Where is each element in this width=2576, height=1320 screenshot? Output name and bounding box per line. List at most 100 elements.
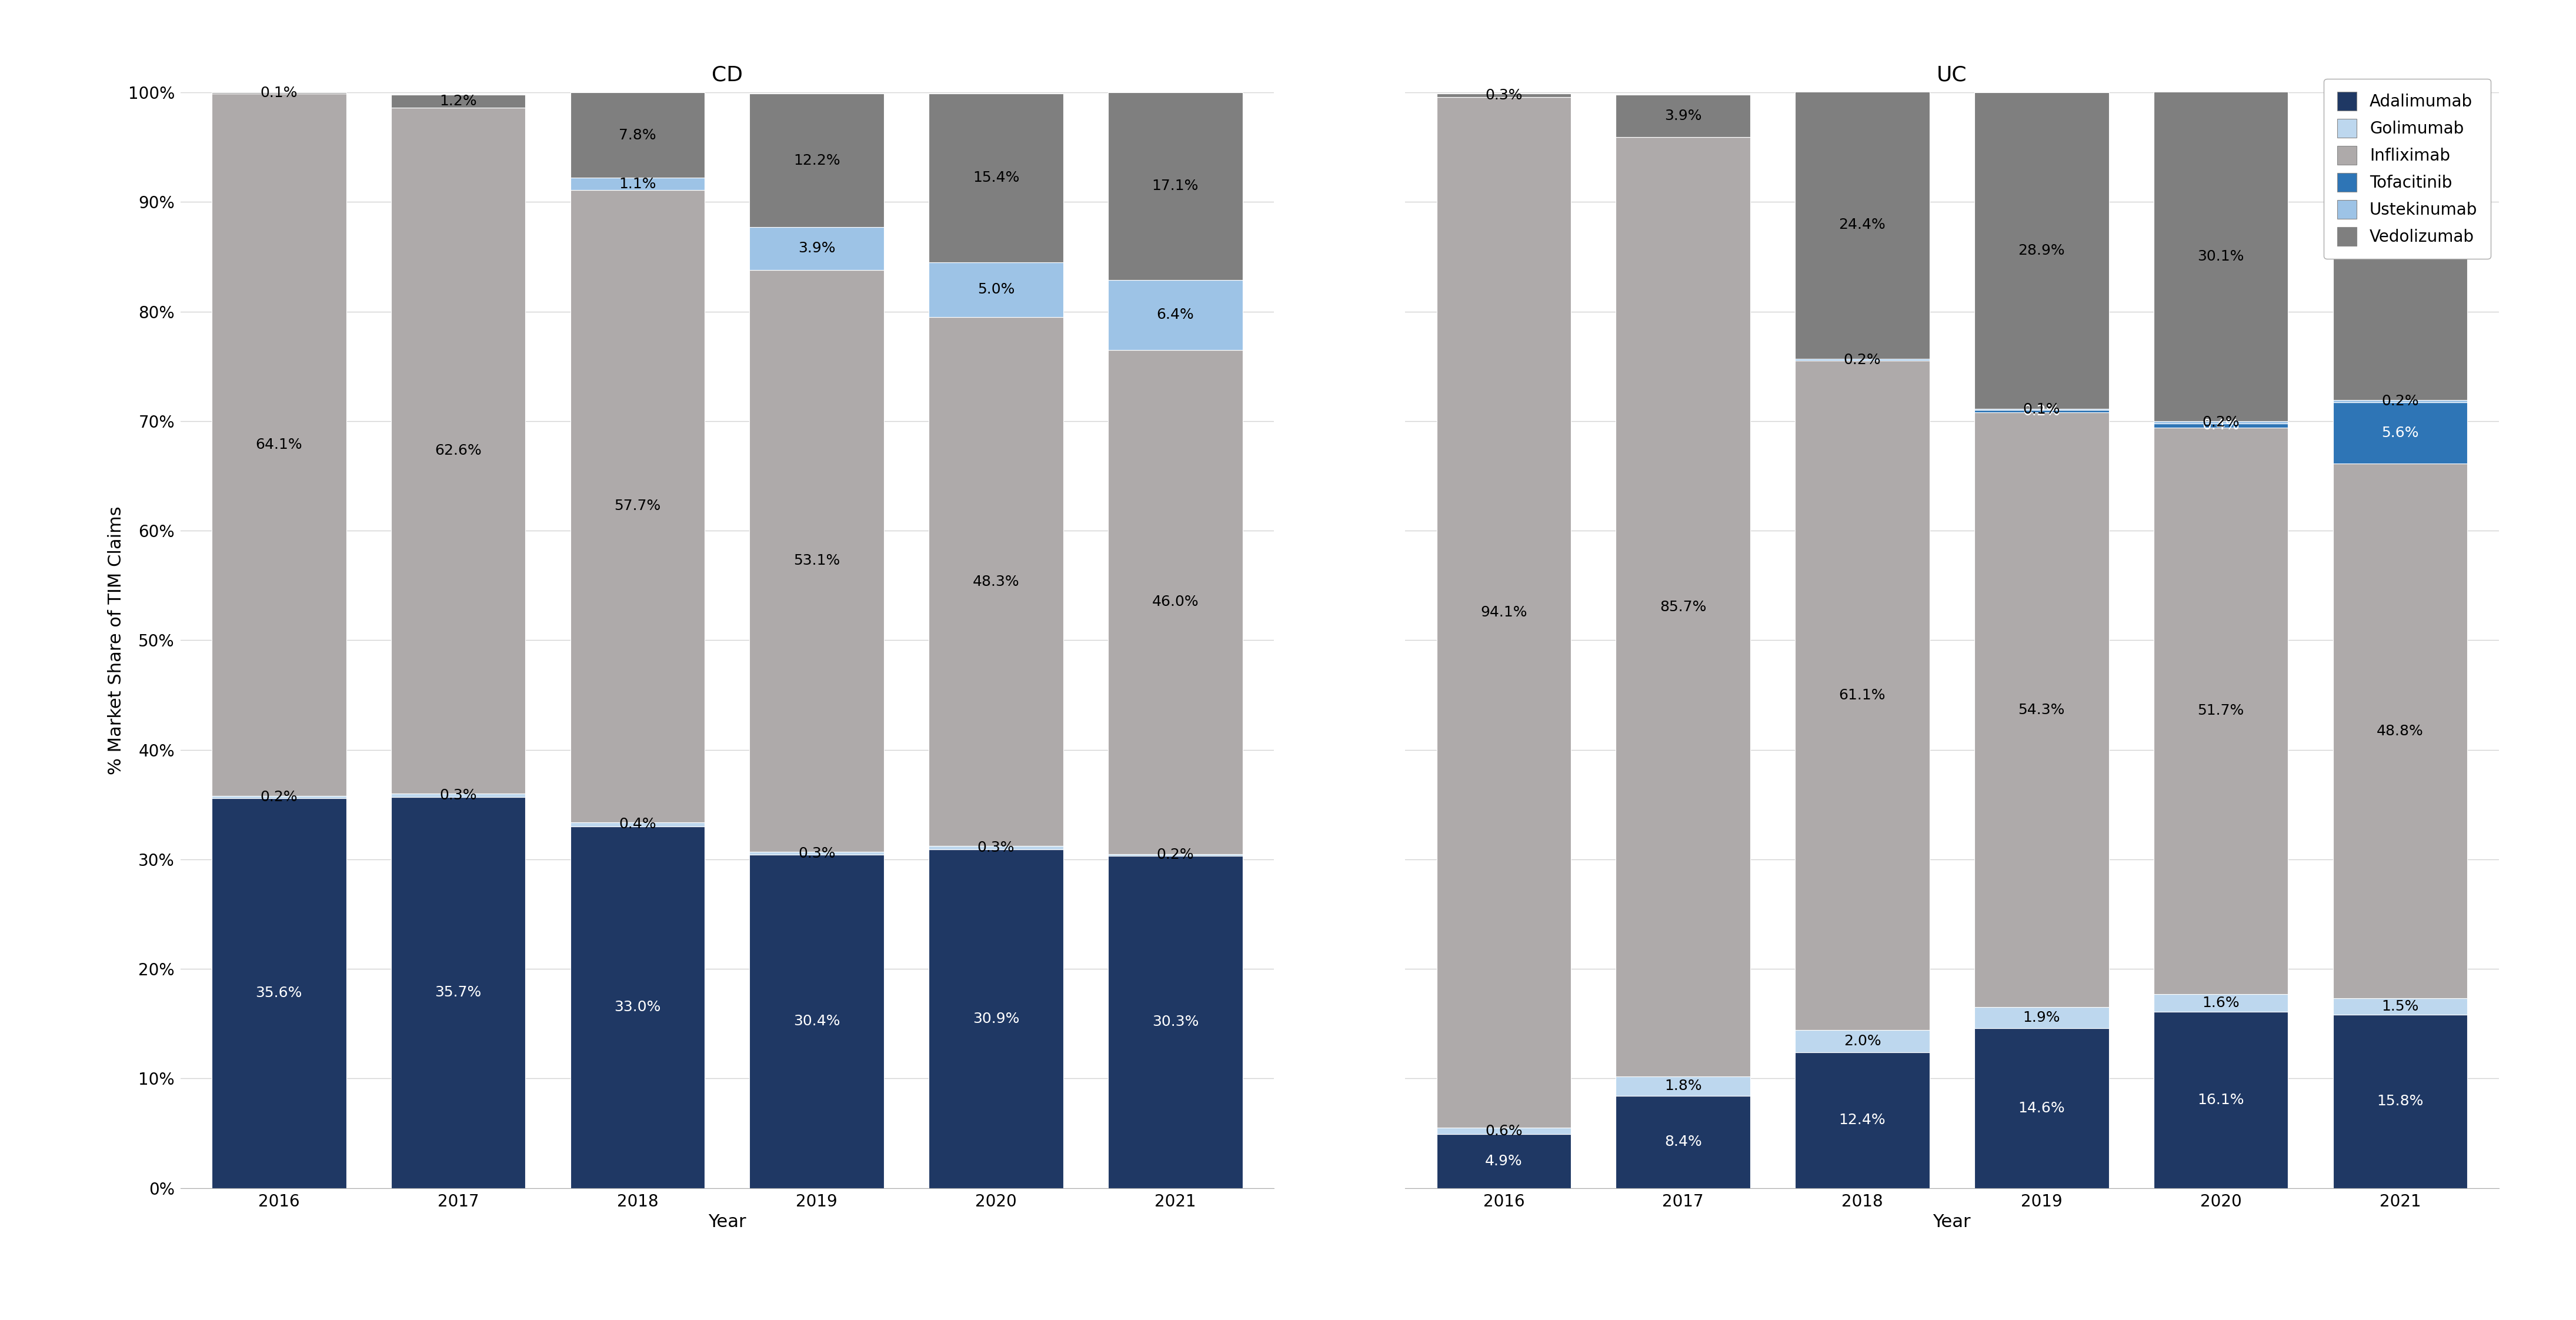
Text: 5.6%: 5.6% bbox=[2380, 426, 2419, 440]
Bar bbox=[2334, 400, 2468, 403]
Bar bbox=[750, 227, 884, 269]
Bar bbox=[2154, 91, 2287, 421]
Text: 2.0%: 2.0% bbox=[1844, 1034, 1880, 1048]
Bar bbox=[750, 855, 884, 1188]
Text: 0.1%: 0.1% bbox=[2022, 403, 2061, 417]
Text: 5.0%: 5.0% bbox=[976, 282, 1015, 297]
Text: 30.9%: 30.9% bbox=[974, 1011, 1020, 1026]
Text: 12.4%: 12.4% bbox=[1839, 1113, 1886, 1127]
Text: 24.4%: 24.4% bbox=[1839, 218, 1886, 232]
Text: 57.7%: 57.7% bbox=[613, 499, 662, 513]
X-axis label: Year: Year bbox=[1932, 1213, 1971, 1230]
Bar bbox=[1108, 280, 1242, 350]
Text: 35.7%: 35.7% bbox=[435, 985, 482, 999]
Bar bbox=[1615, 1076, 1749, 1096]
Bar bbox=[930, 263, 1064, 317]
Text: 0.2%: 0.2% bbox=[2380, 395, 2419, 408]
Bar bbox=[1108, 854, 1242, 857]
Bar bbox=[392, 95, 526, 108]
Text: 35.6%: 35.6% bbox=[255, 986, 301, 1001]
Text: 33.0%: 33.0% bbox=[613, 1001, 662, 1014]
Bar bbox=[2334, 998, 2468, 1015]
Bar bbox=[211, 796, 345, 799]
Bar bbox=[1437, 94, 1571, 96]
Bar bbox=[750, 94, 884, 227]
Text: 3.9%: 3.9% bbox=[1664, 108, 1703, 123]
Bar bbox=[2334, 463, 2468, 998]
Bar bbox=[211, 799, 345, 1188]
X-axis label: Year: Year bbox=[708, 1213, 747, 1230]
Bar bbox=[1973, 412, 2110, 1007]
Text: 1.9%: 1.9% bbox=[2022, 1011, 2061, 1024]
Text: 1.1%: 1.1% bbox=[618, 177, 657, 191]
Text: 0.2%: 0.2% bbox=[1844, 352, 1880, 367]
Text: 51.7%: 51.7% bbox=[2197, 704, 2244, 718]
Bar bbox=[2154, 421, 2287, 424]
Y-axis label: % Market Share of TIM Claims: % Market Share of TIM Claims bbox=[108, 506, 124, 775]
Text: 7.8%: 7.8% bbox=[618, 128, 657, 143]
Bar bbox=[1108, 350, 1242, 854]
Bar bbox=[1108, 92, 1242, 280]
Text: 6.4%: 6.4% bbox=[1157, 308, 1195, 322]
Bar bbox=[750, 269, 884, 851]
Text: 28.2%: 28.2% bbox=[2378, 239, 2424, 253]
Bar bbox=[750, 851, 884, 855]
Text: 15.8%: 15.8% bbox=[2378, 1094, 2424, 1109]
Bar bbox=[1108, 857, 1242, 1188]
Text: 0.2%: 0.2% bbox=[2202, 414, 2239, 429]
Text: 0.1%: 0.1% bbox=[260, 86, 299, 100]
Bar bbox=[930, 846, 1064, 850]
Text: 4.9%: 4.9% bbox=[1484, 1154, 1522, 1168]
Text: 17.1%: 17.1% bbox=[1151, 180, 1198, 193]
Text: 53.1%: 53.1% bbox=[793, 553, 840, 568]
Text: 64.1%: 64.1% bbox=[255, 437, 301, 451]
Text: 1.5%: 1.5% bbox=[2380, 999, 2419, 1014]
Bar bbox=[1795, 359, 1929, 360]
Text: 30.4%: 30.4% bbox=[793, 1014, 840, 1028]
Text: 0.4%: 0.4% bbox=[618, 817, 657, 832]
Text: 0.3%: 0.3% bbox=[799, 846, 835, 861]
Bar bbox=[1973, 92, 2110, 409]
Text: 0.2%: 0.2% bbox=[2022, 404, 2061, 418]
Text: 0.4%: 0.4% bbox=[2202, 418, 2239, 433]
Bar bbox=[930, 850, 1064, 1188]
Text: 16.1%: 16.1% bbox=[2197, 1093, 2244, 1107]
Text: 0.2%: 0.2% bbox=[1157, 847, 1195, 862]
Bar bbox=[2154, 424, 2287, 428]
Bar bbox=[569, 826, 706, 1188]
Bar bbox=[1615, 1096, 1749, 1188]
Text: 62.6%: 62.6% bbox=[435, 444, 482, 458]
Text: 0.3%: 0.3% bbox=[1484, 88, 1522, 102]
Text: 0.6%: 0.6% bbox=[1484, 1123, 1522, 1138]
Text: 46.0%: 46.0% bbox=[1151, 595, 1198, 609]
Bar bbox=[392, 108, 526, 793]
Bar bbox=[211, 94, 345, 796]
Text: 0.3%: 0.3% bbox=[440, 788, 477, 803]
Text: 15.4%: 15.4% bbox=[974, 170, 1020, 185]
Bar bbox=[1973, 1028, 2110, 1188]
Bar bbox=[1795, 1052, 1929, 1188]
Bar bbox=[1973, 411, 2110, 412]
Text: 12.2%: 12.2% bbox=[793, 153, 840, 168]
Text: 48.8%: 48.8% bbox=[2378, 725, 2424, 738]
Bar bbox=[2334, 1015, 2468, 1188]
Bar bbox=[930, 317, 1064, 846]
Text: 54.3%: 54.3% bbox=[2017, 702, 2066, 717]
Bar bbox=[2154, 1011, 2287, 1188]
Text: 14.6%: 14.6% bbox=[2017, 1101, 2066, 1115]
Text: 0.3%: 0.3% bbox=[976, 841, 1015, 855]
Text: 48.3%: 48.3% bbox=[974, 574, 1020, 589]
Text: 1.8%: 1.8% bbox=[1664, 1078, 1703, 1093]
Bar bbox=[1795, 91, 1929, 359]
Title: UC: UC bbox=[1937, 65, 1968, 84]
Text: 8.4%: 8.4% bbox=[1664, 1135, 1703, 1148]
Bar bbox=[1795, 360, 1929, 1030]
Text: 30.3%: 30.3% bbox=[1151, 1015, 1198, 1030]
Bar bbox=[1973, 1007, 2110, 1028]
Text: 61.1%: 61.1% bbox=[1839, 689, 1886, 702]
Text: 1.6%: 1.6% bbox=[2202, 995, 2239, 1010]
Text: 30.1%: 30.1% bbox=[2197, 249, 2244, 263]
Title: CD: CD bbox=[711, 65, 742, 84]
Bar bbox=[1437, 1127, 1571, 1134]
Text: 28.9%: 28.9% bbox=[2017, 244, 2066, 257]
